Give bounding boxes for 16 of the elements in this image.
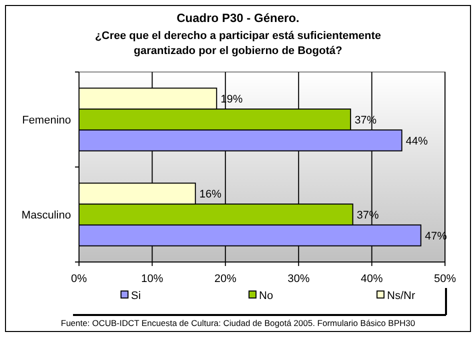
- chart-title: Cuadro P30 - Género.: [176, 11, 300, 25]
- legend-label: Ns/Nr: [387, 290, 416, 302]
- x-tick-label: 0%: [71, 273, 88, 285]
- legend-label: No: [259, 290, 274, 302]
- x-tick-label: 30%: [288, 273, 310, 285]
- source-note: Fuente: OCUB-IDCT Encuesta de Cultura: Ciudad de Bogotá 2005. Formulario Básico BPH30: [60, 318, 416, 328]
- data-label: 44%: [406, 135, 428, 148]
- chart-subtitle: ¿Cree que el derecho a participar está suficientemente garantizado por el gobierno de Bogotá?: [94, 30, 382, 57]
- data-label: 16%: [199, 188, 222, 200]
- x-tick-label: 50%: [434, 273, 456, 285]
- x-tick-label: 40%: [360, 273, 384, 285]
- y-tick-label: Masculino: [21, 209, 71, 222]
- x-tick-label: 10%: [141, 273, 164, 285]
- y-tick-label: Femenino: [22, 114, 71, 126]
- x-tick-label: 20%: [214, 273, 237, 285]
- legend-label: Si: [131, 290, 141, 302]
